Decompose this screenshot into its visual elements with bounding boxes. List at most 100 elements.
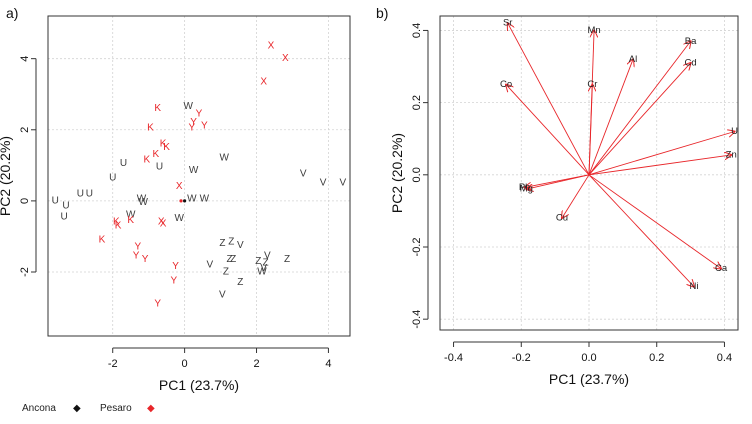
point-ancona: Z (255, 256, 261, 267)
point-pesaro: Y (135, 242, 142, 253)
point-ancona: Z (284, 254, 290, 265)
point-pesaro: K (160, 139, 167, 150)
panel-b-tag: b) (376, 5, 388, 21)
point-ancona: Z (228, 236, 234, 247)
panel-a-y-axis-title: PC2 (20.2%) (0, 136, 13, 216)
point-pesaro: X (160, 219, 167, 230)
panel-b-x-tick-label: -0.4 (444, 352, 463, 364)
legend: Ancona ◆ Pesaro ◆ (22, 403, 155, 414)
point-ancona: W (126, 210, 136, 221)
point-ancona: U (52, 195, 59, 206)
panel-b-y-tick-label: -0.2 (411, 238, 423, 257)
panel-a-y-tick-label: -2 (19, 267, 31, 277)
panel-b-y-tick-label: 0.2 (411, 95, 423, 110)
point-pesaro: Y (170, 275, 177, 286)
point-pesaro: X (176, 181, 183, 192)
point-pesaro: K (154, 103, 161, 114)
centroid-pesaro-marker (179, 199, 183, 203)
legend-marker-pesaro: ◆ (147, 403, 155, 414)
point-ancona: V (300, 169, 307, 180)
vector-ni (588, 174, 694, 287)
point-ancona: V (237, 240, 244, 251)
vector-label-al: Al (629, 54, 637, 65)
point-ancona: W (137, 194, 147, 205)
point-ancona: Z (230, 254, 236, 265)
point-ancona: U (109, 172, 116, 183)
panel-b-y-axis-title: PC2 (20.2%) (389, 133, 405, 213)
point-pesaro: K (99, 235, 106, 246)
point-ancona: W (174, 213, 184, 224)
panel-a-x-tick-label: -2 (108, 358, 118, 370)
point-ancona: Z (223, 267, 229, 278)
vector-label-cr: Cr (587, 79, 597, 90)
point-ancona: U (120, 158, 127, 169)
point-pesaro: K (147, 123, 154, 134)
panel-b-ticks: -0.4 -0.2 0.0 0.2 0.4 -0.4 -0.2 0.0 0.2 0.4 (411, 23, 732, 364)
point-pesaro: Y (196, 108, 203, 119)
point-ancona: U (61, 211, 68, 222)
point-ancona: U (86, 188, 93, 199)
vector-label-ba: Ba (685, 36, 697, 47)
panel-a-y-tick-label: 0 (19, 198, 31, 204)
biplot-panel-b: b) -0.4 -0.2 0.0 0.2 0.4 -0.4 -0.2 0.0 0.2 0.4 Sr… (376, 5, 739, 387)
vector-label-u: U (731, 126, 738, 137)
point-pesaro: Y (190, 117, 197, 128)
vector-label-ca: Ca (715, 263, 728, 274)
vector-label-cd: Cd (685, 57, 697, 68)
point-pesaro: Y (154, 299, 161, 310)
point-pesaro: Y (188, 123, 195, 134)
vector-cd (588, 63, 691, 176)
panel-b-x-tick-label: 0.4 (717, 352, 732, 364)
vector-label-co: Co (500, 79, 512, 90)
panel-b-x-tick-label: -0.2 (512, 352, 531, 364)
vector-label-sr: Sr (503, 18, 513, 29)
panel-a-x-tick-label: 4 (325, 358, 331, 370)
vector-ba (588, 41, 691, 176)
point-ancona: W (187, 194, 197, 205)
panel-a-grid (48, 16, 350, 336)
panel-b-x-axis-title: PC1 (23.7%) (549, 371, 629, 387)
point-ancona: V (264, 251, 271, 262)
panel-a-x-axis-title: PC1 (23.7%) (159, 377, 239, 393)
vector-mg (526, 174, 590, 189)
point-ancona: V (320, 178, 327, 189)
point-pesaro: Y (172, 261, 179, 272)
point-ancona: U (77, 188, 84, 199)
point-pesaro: Y (142, 254, 149, 265)
point-ancona: U (156, 162, 163, 173)
legend-marker-ancona: ◆ (73, 403, 81, 414)
panel-a-x-tick-label: 2 (253, 358, 259, 370)
panel-a-y-tick-label: 2 (19, 127, 31, 133)
vector-label-zn: Zn (726, 149, 737, 160)
point-ancona: Z (237, 277, 243, 288)
point-ancona: W (219, 153, 229, 164)
point-ancona: V (219, 290, 226, 301)
vector-label-ni: Ni (689, 281, 698, 292)
panel-a-tag: a) (6, 5, 18, 21)
point-pesaro: Y (133, 251, 140, 262)
point-ancona: V (206, 259, 213, 270)
vector-label-mg: Mg (520, 184, 533, 195)
vector-cr (589, 85, 592, 175)
panel-b-frame (439, 15, 739, 331)
vector-al (588, 59, 633, 175)
point-pesaro: K (163, 142, 170, 153)
panel-a-y-tick-label: 4 (19, 56, 31, 62)
point-ancona: W (200, 194, 210, 205)
point-pesaro: K (113, 217, 120, 228)
point-pesaro: K (153, 149, 160, 160)
point-ancona: V (260, 263, 267, 274)
panel-b-x-tick-label: 0.0 (581, 352, 596, 364)
legend-label-pesaro: Pesaro (100, 403, 132, 414)
point-pesaro: X (158, 217, 165, 228)
panel-b-y-tick-label: 0.4 (411, 23, 423, 38)
panel-a-x-tick-label: 0 (182, 358, 188, 370)
point-ancona: Z (219, 238, 225, 249)
point-pesaro: Y (201, 121, 208, 132)
vector-cu (562, 174, 590, 218)
point-ancona: U (62, 201, 69, 212)
